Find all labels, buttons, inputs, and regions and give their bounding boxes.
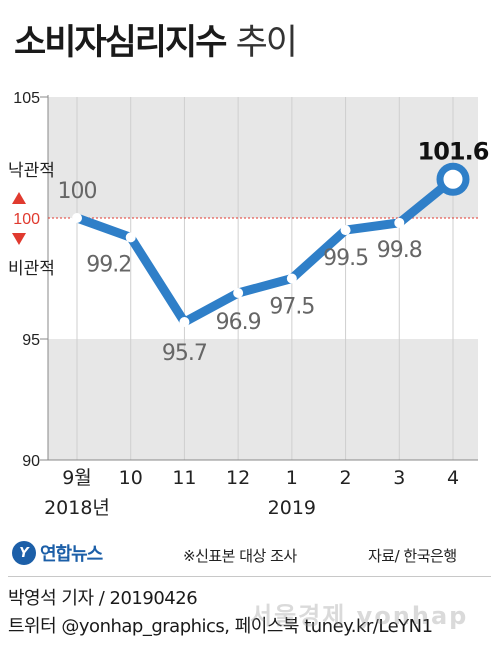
value-label: 96.9 bbox=[216, 310, 261, 335]
pessimistic-label: 비관적 bbox=[8, 259, 55, 279]
yonhap-logo-text: 연합뉴스 bbox=[40, 544, 103, 565]
x-tick-label: 2 bbox=[340, 467, 352, 489]
down-triangle-icon bbox=[12, 233, 26, 245]
value-label: 97.5 bbox=[269, 295, 314, 320]
value-label: 101.6 bbox=[418, 137, 489, 165]
data-point-last bbox=[436, 162, 470, 196]
x-tick-label: 4 bbox=[447, 467, 459, 489]
source-note: 자료/ 한국은행 bbox=[368, 547, 457, 565]
value-label: 100 bbox=[58, 179, 97, 204]
up-triangle-icon bbox=[12, 192, 26, 204]
x-tick-label: 3 bbox=[393, 467, 405, 489]
footer-divider bbox=[8, 576, 491, 577]
value-label: 99.5 bbox=[323, 246, 368, 271]
data-point bbox=[286, 273, 297, 284]
x-tick-label: 12 bbox=[226, 467, 250, 489]
y-tick-label: 95 bbox=[22, 332, 40, 349]
x-tick-label: 10 bbox=[119, 467, 143, 489]
sample-note: ※신표본 대상 조사 bbox=[183, 547, 297, 565]
byline: 박영석 기자 / 20190426 bbox=[8, 588, 198, 609]
optimistic-label: 낙관적 bbox=[8, 161, 55, 181]
year-label: 2019 bbox=[268, 497, 316, 519]
yonhap-logo: Y 연합뉴스 bbox=[12, 540, 103, 566]
title-main: 소비자심리지수 bbox=[14, 23, 227, 63]
page-title: 소비자심리지수 추이 bbox=[14, 14, 298, 65]
x-tick-label: 11 bbox=[172, 467, 196, 489]
data-point bbox=[394, 217, 405, 228]
y-tick-label: 90 bbox=[22, 453, 40, 470]
social-credit: 트위터 @yonhap_graphics, 페이스북 tuney.kr/LeYN… bbox=[8, 616, 433, 637]
y-tick-label: 100 bbox=[13, 211, 40, 228]
data-point bbox=[72, 213, 82, 223]
title-sub: 추이 bbox=[235, 23, 298, 63]
value-label: 95.7 bbox=[162, 341, 207, 366]
watermark: 서울경제 yonhap bbox=[250, 602, 469, 630]
data-point bbox=[179, 317, 190, 328]
x-tick-label: 9월 bbox=[62, 467, 92, 489]
year-label: 2018년 bbox=[44, 497, 110, 519]
data-point bbox=[233, 288, 244, 299]
data-point bbox=[125, 232, 136, 243]
value-label: 99.8 bbox=[377, 238, 422, 263]
band-lower bbox=[48, 339, 478, 460]
yonhap-logo-icon: Y bbox=[12, 541, 36, 565]
band-upper bbox=[48, 97, 478, 218]
value-label: 99.2 bbox=[86, 252, 131, 277]
y-tick-label: 105 bbox=[13, 90, 40, 107]
series-line bbox=[72, 174, 458, 327]
x-tick-label: 1 bbox=[286, 467, 298, 489]
data-point bbox=[340, 225, 351, 236]
